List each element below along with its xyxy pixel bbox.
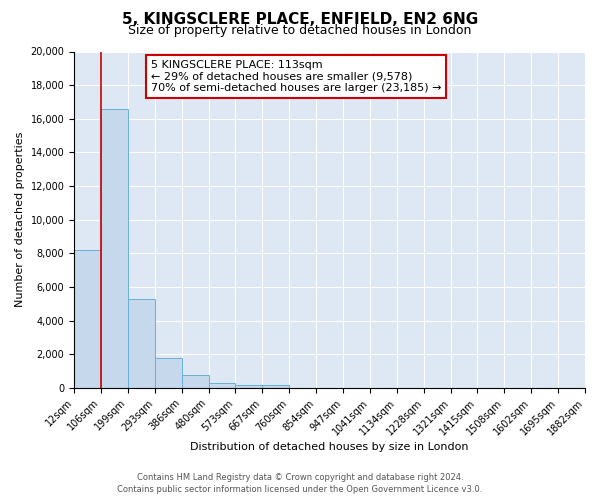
- Bar: [101, 108, 128, 388]
- X-axis label: Distribution of detached houses by size in London: Distribution of detached houses by size …: [190, 442, 469, 452]
- Text: 5 KINGSCLERE PLACE: 113sqm
← 29% of detached houses are smaller (9,578)
70% of s: 5 KINGSCLERE PLACE: 113sqm ← 29% of deta…: [151, 60, 441, 93]
- Text: Size of property relative to detached houses in London: Size of property relative to detached ho…: [128, 24, 472, 37]
- Y-axis label: Number of detached properties: Number of detached properties: [15, 132, 25, 308]
- Text: 5, KINGSCLERE PLACE, ENFIELD, EN2 6NG: 5, KINGSCLERE PLACE, ENFIELD, EN2 6NG: [122, 12, 478, 28]
- Bar: [155, 358, 182, 388]
- Bar: [209, 383, 235, 388]
- Text: Contains HM Land Registry data © Crown copyright and database right 2024.
Contai: Contains HM Land Registry data © Crown c…: [118, 472, 482, 494]
- Bar: [74, 250, 101, 388]
- Bar: [182, 376, 209, 388]
- Bar: [262, 386, 289, 388]
- Bar: [128, 299, 155, 388]
- Bar: [235, 384, 262, 388]
